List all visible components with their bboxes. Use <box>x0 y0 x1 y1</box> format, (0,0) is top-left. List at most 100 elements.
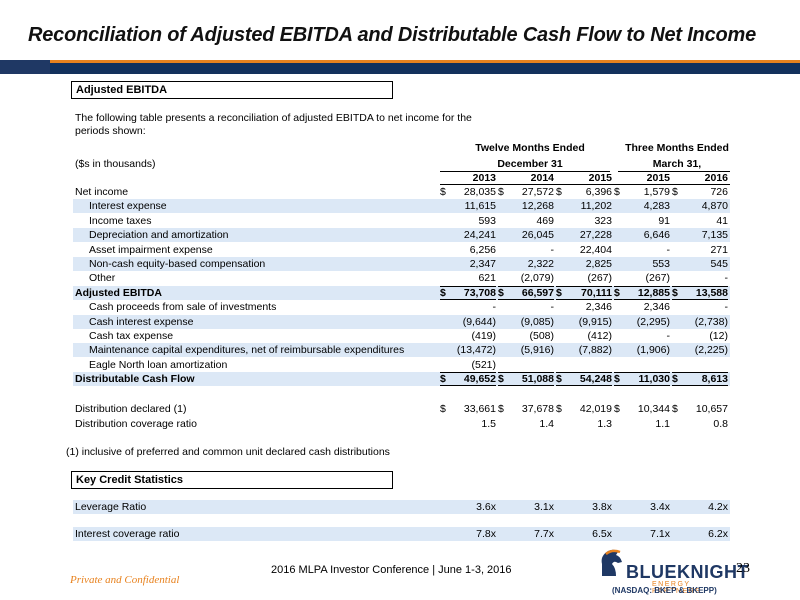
row-label: Asset impairment expense <box>89 244 213 256</box>
year-header: 2013 <box>472 172 496 184</box>
value-cell: 2,322 <box>498 257 554 271</box>
table-row: Net income $28,035 $27,572 $6,396 $1,579 $726 <box>73 185 730 199</box>
value-cell: $10,344 <box>614 402 670 416</box>
cell-value: 7.1x <box>650 528 670 540</box>
subtotal-line <box>556 286 612 287</box>
cell-value: 28,035 <box>463 186 496 198</box>
cell-value: 7.7x <box>534 528 554 540</box>
cell-value: 621 <box>478 272 496 284</box>
cell-value: 70,111 <box>581 287 612 299</box>
row-label: Cash interest expense <box>89 316 194 328</box>
value-cell: 3.8x <box>556 500 612 514</box>
header-underline-1 <box>440 171 610 172</box>
cell-value: 42,019 <box>579 403 612 415</box>
cell-value: 91 <box>658 215 670 227</box>
value-cell: 1.1 <box>614 417 670 431</box>
row-label: Leverage Ratio <box>75 501 147 513</box>
row-label: Adjusted EBITDA <box>75 287 162 299</box>
row-label: Distributable Cash Flow <box>75 373 195 385</box>
value-cell: 12,268 <box>498 199 554 213</box>
dollar-sign: $ <box>440 287 446 299</box>
value-cell: (2,738) <box>672 315 728 329</box>
dollar-sign: $ <box>556 373 562 385</box>
table-row: Leverage Ratio 3.6x 3.1x 3.8x 3.4x 4.2x <box>73 500 730 514</box>
subtotal-line <box>556 372 612 373</box>
table-row: Asset impairment expense 6,256 - 22,404 - 271 <box>73 243 730 257</box>
value-cell: 621 <box>440 271 496 285</box>
row-label: Net income <box>75 186 129 198</box>
subtotal-line <box>498 385 554 386</box>
value-cell: 4,283 <box>614 199 670 213</box>
table-row: Distribution declared (1) $33,661 $37,678 $… <box>73 402 730 416</box>
header-underline-2 <box>618 171 730 172</box>
value-cell: (267) <box>614 271 670 285</box>
cell-value: 4.2x <box>708 501 728 513</box>
value-cell: (419) <box>440 329 496 343</box>
table-row: Interest expense 11,615 12,268 11,202 4,283 4… <box>73 199 730 213</box>
value-cell: 1.5 <box>440 417 496 431</box>
subtotal-line <box>440 299 496 300</box>
cell-value: 24,241 <box>463 229 496 241</box>
value-cell: 6,256 <box>440 243 496 257</box>
cell-value: 4,870 <box>701 200 728 212</box>
cell-value: 1,579 <box>643 186 670 198</box>
value-cell: $37,678 <box>498 402 554 416</box>
conference-text: 2016 MLPA Investor Conference | June 1-3… <box>271 564 512 576</box>
cell-value: 6,646 <box>643 229 670 241</box>
table-row: Income taxes 593 469 323 91 41 <box>73 214 730 228</box>
dollar-sign: $ <box>498 403 504 415</box>
cell-value: 54,248 <box>579 373 612 385</box>
cell-value: 10,657 <box>695 403 728 415</box>
value-cell: 3.6x <box>440 500 496 514</box>
table-row: Adjusted EBITDA $73,708 $66,597 $70,111 $12,… <box>73 286 730 300</box>
cell-value: 0.8 <box>713 418 728 430</box>
cell-value: (2,225) <box>694 344 728 356</box>
value-cell: 7.7x <box>498 527 554 541</box>
value-cell: 1.3 <box>556 417 612 431</box>
cell-value: 2,347 <box>469 258 496 270</box>
cell-value: 33,661 <box>463 403 496 415</box>
cell-value: 27,228 <box>579 229 612 241</box>
value-cell: 2,346 <box>614 300 670 314</box>
row-label: Non-cash equity-based compensation <box>89 258 266 270</box>
cell-value: 553 <box>652 258 670 270</box>
value-cell: $726 <box>672 185 728 199</box>
cell-value: 3.8x <box>592 501 612 513</box>
cell-value: (13,472) <box>456 344 496 356</box>
table-row: Non-cash equity-based compensation 2,347 2… <box>73 257 730 271</box>
header-three-months: Three Months Ended <box>625 142 729 154</box>
cell-value: 41 <box>716 215 728 227</box>
value-cell: (9,085) <box>498 315 554 329</box>
table-row: Distributable Cash Flow $49,652 $51,088 $54… <box>73 372 730 386</box>
value-cell: 6.2x <box>672 527 728 541</box>
value-cell: 7.1x <box>614 527 670 541</box>
value-cell: 11,615 <box>440 199 496 213</box>
page-number: 23 <box>736 561 750 576</box>
cell-value: 545 <box>710 258 728 270</box>
value-cell: $12,885 <box>614 286 670 300</box>
header-march: March 31, <box>652 158 702 170</box>
cell-value: 6.2x <box>708 528 728 540</box>
cell-value: (521) <box>471 359 496 371</box>
dollar-sign: $ <box>440 403 446 415</box>
value-cell: 41 <box>672 214 728 228</box>
value-cell: 323 <box>556 214 612 228</box>
dollar-sign: $ <box>440 373 446 385</box>
dollar-sign: $ <box>672 287 678 299</box>
value-cell: $6,396 <box>556 185 612 199</box>
cell-value: 10,344 <box>637 403 670 415</box>
value-cell: 545 <box>672 257 728 271</box>
cell-value: (2,079) <box>520 272 554 284</box>
cell-value: (267) <box>587 272 612 284</box>
value-cell: $27,572 <box>498 185 554 199</box>
cell-value: 6,396 <box>585 186 612 198</box>
cell-value: 73,708 <box>463 287 496 299</box>
cell-value: 7,135 <box>701 229 728 241</box>
cell-value: 51,088 <box>521 373 554 385</box>
table-row: Cash tax expense (419) (508) (412) - (12) <box>73 329 730 343</box>
subtotal-line <box>498 286 554 287</box>
cell-value: 323 <box>594 215 612 227</box>
cell-value: 3.4x <box>650 501 670 513</box>
cell-value: 271 <box>710 244 728 256</box>
cell-value: (5,916) <box>520 344 554 356</box>
